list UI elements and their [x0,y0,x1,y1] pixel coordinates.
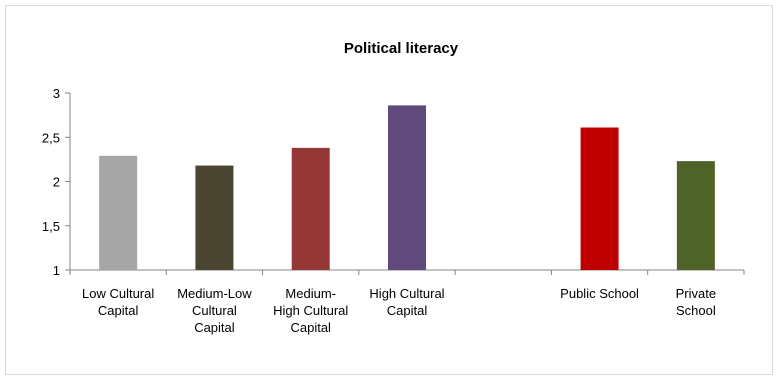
x-category-label: Medium-Low [177,286,252,301]
y-tick-label: 2,5 [42,130,60,145]
chart-area: Political literacy 1 1,5 2 2,5 3 Low Cultura… [5,5,773,375]
x-category-label: Private [676,286,716,301]
chart-title: Political literacy [344,40,459,57]
x-category-label: Public School [560,286,639,301]
y-tick-label: 3 [53,86,60,101]
bar [99,155,138,270]
x-category-label: Low Cultural [82,286,154,301]
x-category-label: School [676,303,716,318]
bar [291,147,330,270]
x-category-label: High Cultural [369,286,444,301]
bar-chart: Political literacy 1 1,5 2 2,5 3 Low Cultura… [42,40,745,335]
x-category-label: Cultural [192,303,237,318]
y-tick-label: 1 [53,263,60,278]
axes: 1 1,5 2 2,5 3 [42,86,745,278]
category-labels: Low Cultural Capital Medium-Low Cultural Cap… [82,286,716,335]
x-category-label: Capital [194,320,235,335]
x-category-label: Capital [290,320,331,335]
bar [580,127,619,270]
y-tick-label: 2 [53,175,60,190]
bar [195,165,234,270]
x-category-label: Capital [387,303,428,318]
bars [99,105,715,270]
bar [676,161,715,270]
x-category-label: High Cultural [273,303,348,318]
x-category-label: Medium- [285,286,336,301]
bar [388,105,426,270]
x-category-label: Capital [98,303,139,318]
y-tick-label: 1,5 [42,219,60,234]
